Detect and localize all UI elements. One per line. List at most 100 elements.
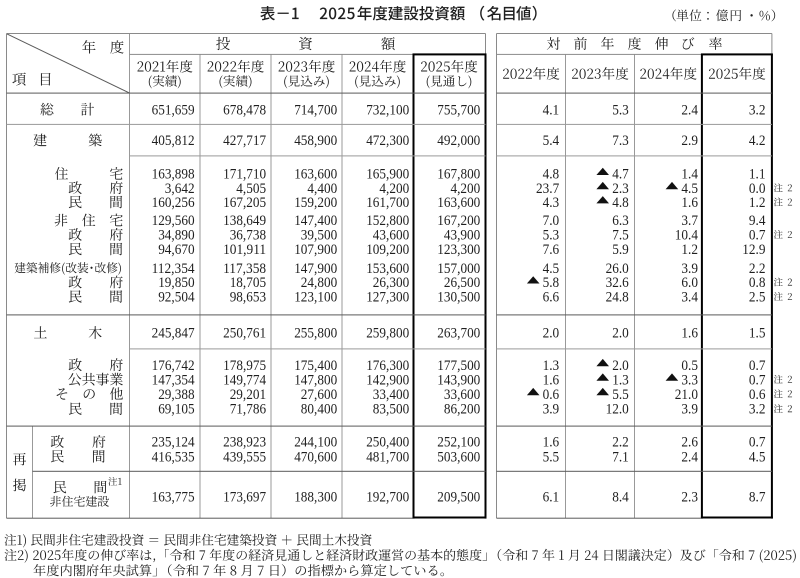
svg-text:7.1: 7.1 <box>612 449 629 465</box>
svg-text:2.0: 2.0 <box>612 358 629 374</box>
svg-text:678,478: 678,478 <box>223 102 266 118</box>
svg-text:4.8: 4.8 <box>543 167 560 183</box>
svg-text:94,670: 94,670 <box>158 242 194 258</box>
svg-text:4.2: 4.2 <box>749 133 766 149</box>
svg-text:98,653: 98,653 <box>230 290 266 306</box>
svg-text:252,100: 252,100 <box>437 435 480 451</box>
svg-text:4,200: 4,200 <box>379 181 409 197</box>
svg-text:2.2: 2.2 <box>749 261 766 277</box>
svg-text:149,774: 149,774 <box>223 372 266 388</box>
svg-text:26,500: 26,500 <box>444 275 480 291</box>
svg-text:143,900: 143,900 <box>437 372 480 388</box>
svg-text:112,354: 112,354 <box>152 261 195 277</box>
svg-text:10.4: 10.4 <box>675 228 699 244</box>
svg-text:176,742: 176,742 <box>152 358 195 374</box>
svg-text:147,400: 147,400 <box>294 213 337 229</box>
svg-text:2.6: 2.6 <box>681 435 698 451</box>
svg-text:32.6: 32.6 <box>606 275 630 291</box>
svg-text:39,500: 39,500 <box>301 228 337 244</box>
svg-text:7.6: 7.6 <box>543 242 560 258</box>
svg-text:427,717: 427,717 <box>223 133 266 149</box>
svg-text:175,400: 175,400 <box>294 358 337 374</box>
svg-text:3.9: 3.9 <box>543 402 560 418</box>
svg-text:416,535: 416,535 <box>152 449 195 465</box>
svg-text:0.7: 0.7 <box>749 358 766 374</box>
svg-text:24,800: 24,800 <box>301 275 337 291</box>
svg-text:439,555: 439,555 <box>223 449 266 465</box>
svg-text:3.7: 3.7 <box>681 213 698 229</box>
svg-text:1.3: 1.3 <box>543 358 560 374</box>
svg-text:4,200: 4,200 <box>451 181 481 197</box>
svg-text:157,000: 157,000 <box>437 261 480 277</box>
svg-text:123,100: 123,100 <box>294 290 337 306</box>
svg-text:4.5: 4.5 <box>543 261 560 277</box>
svg-text:1.1: 1.1 <box>749 167 766 183</box>
svg-text:5.8: 5.8 <box>543 275 560 291</box>
svg-text:405,812: 405,812 <box>152 133 195 149</box>
svg-text:250,400: 250,400 <box>366 435 409 451</box>
svg-text:29,388: 29,388 <box>158 387 194 403</box>
svg-text:2.3: 2.3 <box>612 181 629 197</box>
svg-text:0.8: 0.8 <box>749 275 766 291</box>
svg-text:6.6: 6.6 <box>543 290 560 306</box>
svg-text:1.6: 1.6 <box>543 372 560 388</box>
svg-text:163,600: 163,600 <box>294 167 337 183</box>
svg-text:26.0: 26.0 <box>606 261 629 277</box>
svg-text:503,600: 503,600 <box>437 449 480 465</box>
svg-text:8.4: 8.4 <box>612 489 629 505</box>
svg-text:2.9: 2.9 <box>681 133 698 149</box>
svg-text:5.5: 5.5 <box>543 449 560 465</box>
svg-text:732,100: 732,100 <box>366 102 409 118</box>
svg-text:472,300: 472,300 <box>366 133 409 149</box>
svg-text:19,850: 19,850 <box>158 275 194 291</box>
svg-text:3.2: 3.2 <box>749 102 766 118</box>
svg-text:2.4: 2.4 <box>681 449 698 465</box>
svg-text:34,890: 34,890 <box>158 228 194 244</box>
svg-text:43,600: 43,600 <box>373 228 409 244</box>
svg-text:0.7: 0.7 <box>749 372 766 388</box>
svg-text:238,923: 238,923 <box>223 435 266 451</box>
svg-text:6.0: 6.0 <box>681 275 698 291</box>
svg-text:86,200: 86,200 <box>444 402 480 418</box>
svg-text:235,124: 235,124 <box>152 435 195 451</box>
svg-text:714,700: 714,700 <box>294 102 337 118</box>
svg-text:4,505: 4,505 <box>236 181 266 197</box>
svg-text:4.8: 4.8 <box>612 195 629 211</box>
svg-text:2.0: 2.0 <box>543 326 560 342</box>
svg-text:160,256: 160,256 <box>152 195 195 211</box>
svg-text:12.9: 12.9 <box>742 242 765 258</box>
svg-text:7.3: 7.3 <box>612 133 629 149</box>
svg-text:492,000: 492,000 <box>437 133 480 149</box>
svg-text:21.0: 21.0 <box>675 387 698 403</box>
svg-text:80,400: 80,400 <box>301 402 337 418</box>
svg-text:5.3: 5.3 <box>612 102 629 118</box>
svg-text:4.7: 4.7 <box>612 167 629 183</box>
svg-text:0.6: 0.6 <box>543 387 560 403</box>
svg-text:2.0: 2.0 <box>612 326 629 342</box>
svg-text:130,500: 130,500 <box>437 290 480 306</box>
svg-text:3.9: 3.9 <box>681 402 698 418</box>
svg-text:153,600: 153,600 <box>366 261 409 277</box>
svg-text:1.6: 1.6 <box>543 435 560 451</box>
svg-text:1.6: 1.6 <box>681 326 698 342</box>
svg-text:163,775: 163,775 <box>152 489 195 505</box>
svg-text:107,900: 107,900 <box>294 242 337 258</box>
svg-text:3.4: 3.4 <box>681 290 698 306</box>
svg-text:163,600: 163,600 <box>437 195 480 211</box>
svg-text:127,300: 127,300 <box>366 290 409 306</box>
svg-text:109,200: 109,200 <box>366 242 409 258</box>
svg-text:69,105: 69,105 <box>158 402 194 418</box>
svg-text:9.4: 9.4 <box>749 213 766 229</box>
svg-text:755,700: 755,700 <box>437 102 480 118</box>
svg-text:259,800: 259,800 <box>366 326 409 342</box>
svg-text:167,205: 167,205 <box>223 195 266 211</box>
svg-text:4,400: 4,400 <box>307 181 337 197</box>
svg-text:171,710: 171,710 <box>223 167 266 183</box>
svg-text:1.2: 1.2 <box>681 242 698 258</box>
svg-text:167,200: 167,200 <box>437 213 480 229</box>
svg-text:1.5: 1.5 <box>749 326 766 342</box>
svg-text:263,700: 263,700 <box>437 326 480 342</box>
svg-text:18,705: 18,705 <box>230 275 266 291</box>
svg-text:6.3: 6.3 <box>612 213 629 229</box>
svg-text:33,400: 33,400 <box>373 387 409 403</box>
